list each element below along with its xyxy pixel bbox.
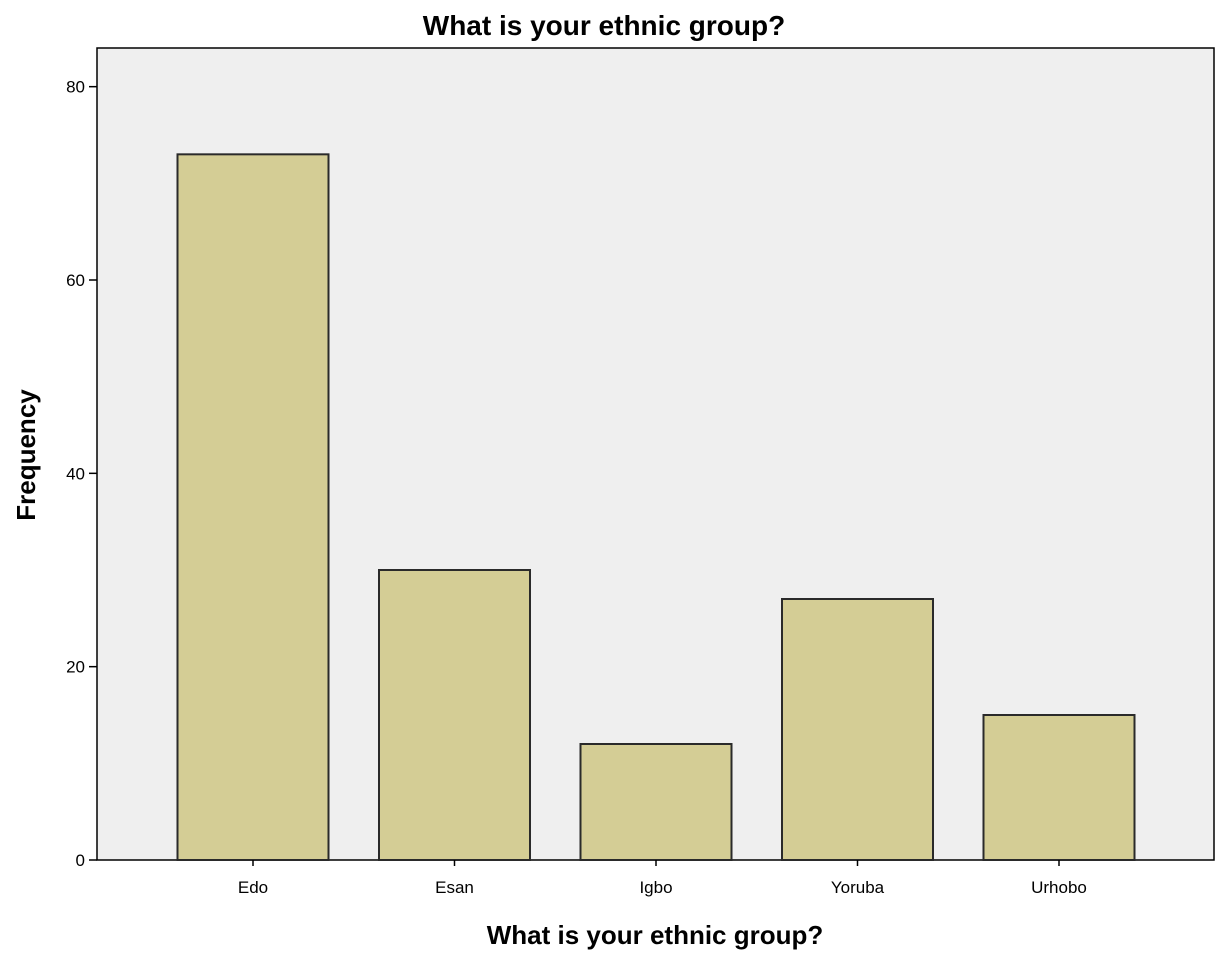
y-tick-label: 0: [76, 851, 85, 870]
x-tick-label-igbo: Igbo: [639, 878, 672, 897]
y-tick-label: 40: [66, 464, 85, 483]
bar-yoruba: [781, 598, 934, 861]
y-tick-label: 80: [66, 78, 85, 97]
bar-esan: [378, 569, 531, 861]
y-tick-label: 20: [66, 658, 85, 677]
x-tick-label-urhobo: Urhobo: [1031, 878, 1087, 897]
x-tick-label-edo: Edo: [238, 878, 268, 897]
x-axis-title: What is your ethnic group?: [487, 920, 824, 950]
x-tick-label-yoruba: Yoruba: [831, 878, 885, 897]
y-tick-label: 60: [66, 271, 85, 290]
x-axis: Edo Esan Igbo Yoruba Urhobo: [238, 860, 1087, 897]
chart-title: What is your ethnic group?: [423, 10, 785, 41]
x-tick-label-esan: Esan: [435, 878, 474, 897]
bar-igbo: [579, 743, 733, 861]
bars-group: [176, 153, 1136, 862]
bar-edo: [176, 153, 330, 862]
y-axis: 0 20 40 60 80: [66, 78, 97, 870]
y-axis-title: Frequency: [11, 389, 41, 521]
bar-urhobo: [982, 714, 1136, 861]
